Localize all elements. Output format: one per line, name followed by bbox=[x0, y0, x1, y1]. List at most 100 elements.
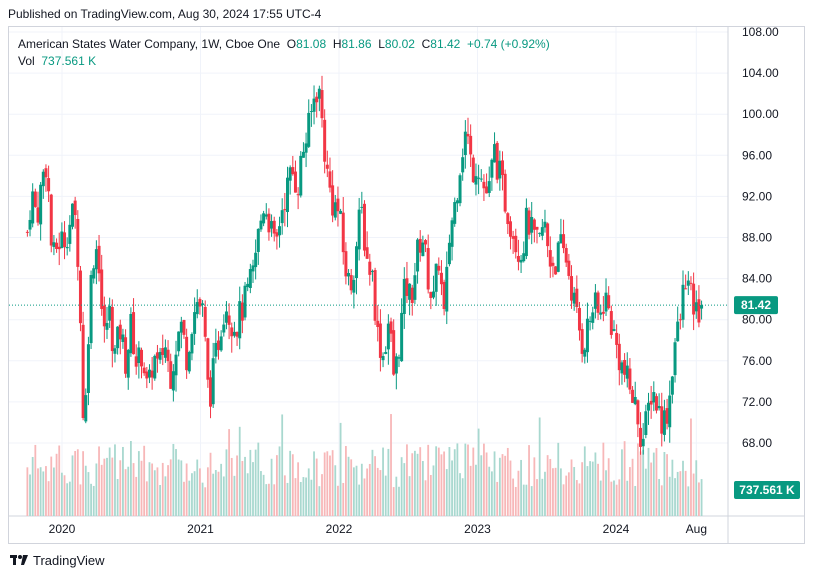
volume-bar bbox=[222, 476, 225, 516]
volume-bar bbox=[344, 445, 347, 516]
candle-body bbox=[288, 167, 292, 181]
volume-bar bbox=[461, 478, 464, 516]
candle-body bbox=[546, 223, 550, 247]
candle-body bbox=[333, 202, 337, 218]
volume-bar bbox=[156, 467, 159, 516]
candle-body bbox=[519, 259, 523, 263]
volume-bar bbox=[127, 466, 130, 516]
candle-body bbox=[596, 292, 600, 313]
volume-bar bbox=[599, 480, 602, 516]
candle-body bbox=[232, 331, 236, 336]
candle-body bbox=[437, 265, 441, 271]
last-price-label: 81.42 bbox=[741, 298, 771, 312]
candle-body bbox=[567, 260, 571, 276]
volume-bar bbox=[684, 470, 687, 516]
footer-brand-label: TradingView bbox=[33, 553, 105, 568]
candle-body bbox=[439, 272, 443, 285]
volume-bar bbox=[488, 466, 491, 516]
candle-body bbox=[676, 321, 680, 342]
candle-body bbox=[355, 246, 359, 279]
candle-body bbox=[424, 240, 428, 245]
candle-body bbox=[211, 358, 215, 405]
candle-body bbox=[195, 302, 199, 315]
volume-bar bbox=[135, 476, 138, 516]
volume-bar bbox=[615, 484, 618, 516]
volume-bar bbox=[188, 480, 191, 516]
candle-body bbox=[479, 178, 483, 180]
volume-bar bbox=[679, 471, 682, 516]
candle-body bbox=[471, 157, 475, 183]
volume-bar bbox=[398, 486, 400, 516]
candle-body bbox=[684, 288, 688, 290]
volume-bar bbox=[283, 475, 286, 516]
candle-body bbox=[445, 266, 449, 312]
volume-bar bbox=[483, 443, 485, 516]
price-tick-label: 92.00 bbox=[742, 189, 772, 203]
volume-bar bbox=[275, 455, 278, 516]
candle-body bbox=[564, 248, 568, 263]
volume-bar bbox=[355, 465, 358, 516]
volume-bar bbox=[167, 465, 169, 516]
volume-bar bbox=[153, 470, 156, 516]
volume-bar bbox=[114, 444, 116, 516]
footer-brand[interactable]: TradingView bbox=[10, 553, 105, 568]
volume-bar bbox=[575, 480, 578, 516]
legend-volume-label: Vol bbox=[18, 54, 35, 68]
volume-bar bbox=[419, 447, 422, 516]
volume-bar bbox=[448, 447, 451, 516]
candle-body bbox=[678, 319, 682, 321]
candle-body bbox=[599, 312, 603, 315]
candle-body bbox=[376, 320, 380, 327]
candle-body bbox=[570, 276, 574, 301]
candle-body bbox=[113, 348, 117, 354]
candle-body bbox=[86, 344, 90, 394]
candle-body bbox=[612, 329, 616, 331]
candle-body bbox=[362, 203, 366, 251]
candle-body bbox=[365, 247, 369, 259]
candle-body bbox=[654, 396, 658, 411]
volume-bar bbox=[92, 485, 95, 516]
volume-bar bbox=[204, 487, 207, 516]
candle-body bbox=[174, 354, 178, 376]
volume-bar bbox=[249, 449, 252, 516]
volume-bar bbox=[554, 467, 557, 516]
candle-body bbox=[63, 232, 67, 248]
volume-bar bbox=[650, 462, 653, 516]
volume-bar bbox=[143, 445, 146, 516]
volume-bar bbox=[621, 449, 623, 516]
candle-body bbox=[572, 292, 576, 304]
candle-body bbox=[240, 302, 244, 321]
volume-bar bbox=[642, 449, 645, 516]
volume-bar bbox=[140, 460, 143, 516]
candle-body bbox=[394, 356, 398, 374]
candle-body bbox=[532, 219, 536, 230]
candle-body bbox=[190, 334, 194, 354]
chart-legend: American States Water Company, 1W, Cboe … bbox=[18, 36, 550, 70]
volume-bar bbox=[557, 442, 560, 516]
volume-bar bbox=[443, 451, 446, 516]
volume-bar bbox=[379, 470, 382, 516]
candle-body bbox=[293, 171, 297, 193]
volume-bar bbox=[565, 475, 568, 516]
candle-body bbox=[137, 347, 141, 363]
volume-bar bbox=[360, 463, 363, 516]
volume-bar bbox=[29, 474, 31, 516]
candle-body bbox=[543, 221, 547, 228]
volume-bar bbox=[307, 468, 310, 516]
volume-bar bbox=[533, 457, 536, 516]
candle-body bbox=[493, 144, 497, 163]
candle-body bbox=[118, 324, 122, 340]
candle-body bbox=[609, 311, 613, 335]
volume-bar bbox=[103, 458, 106, 516]
volume-bar bbox=[217, 471, 220, 516]
candle-body bbox=[320, 90, 324, 119]
candle-body bbox=[28, 219, 32, 230]
volume-bar bbox=[589, 461, 591, 516]
volume-bar bbox=[464, 443, 467, 516]
volume-bar bbox=[265, 484, 268, 516]
candle-body bbox=[485, 186, 489, 194]
candle-body bbox=[649, 400, 653, 405]
candle-body bbox=[487, 181, 491, 193]
candle-body bbox=[633, 396, 637, 405]
